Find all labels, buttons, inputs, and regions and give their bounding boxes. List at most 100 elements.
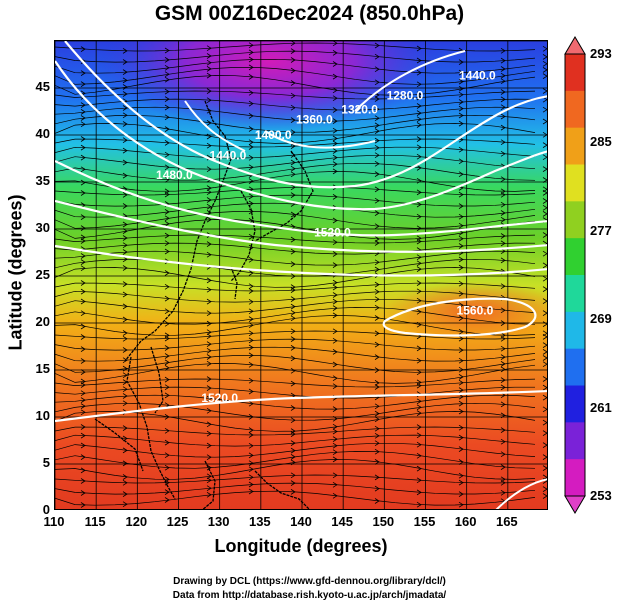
flow-arrow bbox=[248, 139, 254, 146]
flow-arrow bbox=[500, 412, 506, 419]
y-tick-label: 10 bbox=[35, 408, 50, 423]
flow-arrow bbox=[80, 288, 86, 295]
flow-arrow bbox=[416, 254, 422, 261]
flow-arrow bbox=[122, 474, 128, 480]
flow-arrow bbox=[164, 353, 170, 359]
flow-arrow bbox=[122, 357, 128, 364]
flow-arrow bbox=[248, 283, 254, 290]
flow-arrow bbox=[374, 410, 380, 417]
flow-arrow bbox=[542, 442, 547, 448]
flow-arrow bbox=[542, 67, 547, 73]
flow-arrow bbox=[542, 45, 547, 52]
flow-arrow bbox=[458, 59, 464, 65]
flow-arrow bbox=[332, 194, 338, 200]
flow-arrow bbox=[206, 53, 212, 59]
flow-arrow bbox=[164, 308, 170, 315]
flow-arrow bbox=[542, 232, 547, 238]
flow-arrow bbox=[332, 305, 338, 311]
flow-arrow bbox=[374, 128, 380, 134]
flow-arrow bbox=[122, 147, 128, 154]
flow-arrow bbox=[332, 472, 338, 479]
flow-arrow bbox=[416, 288, 422, 295]
credit-drawing: Drawing by DCL (https://www.gfd-dennou.o… bbox=[173, 576, 446, 587]
flow-arrow bbox=[164, 104, 170, 111]
contour-label: 1560.0 bbox=[457, 304, 494, 318]
flow-arrow bbox=[458, 347, 464, 353]
flow-arrow bbox=[374, 341, 380, 348]
flow-arrow bbox=[332, 406, 338, 412]
flow-arrow bbox=[416, 201, 422, 208]
flow-arrow bbox=[206, 376, 212, 382]
flow-arrow bbox=[80, 121, 86, 128]
flow-arrow bbox=[206, 477, 212, 484]
map-plot-area: 1280.0 1320.0 1360.0 1400.0 1440.0 1480.0 1520… bbox=[54, 40, 548, 510]
y-tick-label: 20 bbox=[35, 314, 50, 329]
flow-arrow bbox=[290, 355, 296, 362]
flow-arrow bbox=[122, 48, 128, 54]
flow-arrow bbox=[206, 442, 212, 449]
flow-arrow bbox=[458, 171, 464, 178]
flow-arrow bbox=[542, 154, 547, 161]
flow-arrow bbox=[458, 85, 464, 92]
flow-arrow bbox=[458, 158, 464, 165]
flow-arrow bbox=[500, 366, 506, 373]
flow-arrow bbox=[458, 256, 464, 263]
flow-arrow bbox=[80, 70, 86, 76]
flow-arrow bbox=[248, 270, 254, 276]
flow-arrow bbox=[374, 66, 380, 73]
flow-arrow bbox=[500, 176, 506, 183]
flow-arrow bbox=[332, 239, 338, 246]
flow-arrow bbox=[416, 103, 422, 109]
flow-arrow bbox=[542, 384, 547, 391]
flow-arrow bbox=[122, 203, 128, 209]
flow-arrow bbox=[542, 88, 547, 94]
colorbar-swatch bbox=[565, 90, 585, 129]
flow-arrow bbox=[458, 213, 464, 220]
flow-arrow bbox=[374, 223, 380, 230]
flow-arrow bbox=[290, 80, 296, 86]
flow-arrow bbox=[80, 144, 86, 151]
flow-arrow bbox=[500, 384, 506, 391]
flow-arrow bbox=[122, 159, 128, 166]
flow-arrow bbox=[206, 216, 212, 223]
flow-arrow bbox=[248, 452, 254, 459]
flow-arrow bbox=[542, 262, 547, 269]
flow-arrow bbox=[332, 41, 338, 47]
flow-arrow bbox=[206, 133, 212, 140]
flow-arrow bbox=[332, 217, 338, 224]
flow-arrow bbox=[290, 184, 296, 191]
flow-arrow bbox=[248, 164, 254, 171]
flow-arrow bbox=[164, 439, 170, 446]
flow-arrow bbox=[332, 148, 338, 154]
flow-arrow bbox=[374, 137, 380, 144]
flow-arrow bbox=[500, 307, 506, 314]
colorbar-swatch bbox=[565, 238, 585, 276]
flow-arrow bbox=[164, 71, 170, 78]
flow-arrow bbox=[458, 222, 464, 229]
x-tick-label: 140 bbox=[290, 514, 312, 529]
flow-arrow bbox=[500, 201, 506, 208]
flow-arrow bbox=[500, 210, 506, 216]
flow-arrow bbox=[542, 493, 547, 499]
map-svg: 1280.0 1320.0 1360.0 1400.0 1440.0 1480.0 1520… bbox=[55, 41, 547, 509]
flow-arrow bbox=[164, 140, 170, 146]
flow-arrow bbox=[542, 211, 547, 217]
flow-arrow bbox=[248, 344, 254, 351]
flow-arrow bbox=[80, 334, 86, 340]
flow-arrow bbox=[206, 142, 212, 149]
flow-arrow bbox=[374, 304, 380, 311]
flow-arrow bbox=[332, 456, 338, 463]
flow-arrow bbox=[458, 99, 464, 105]
flow-arrow bbox=[332, 61, 338, 67]
flow-arrow bbox=[458, 459, 464, 465]
flow-arrow bbox=[164, 427, 170, 434]
flow-arrow bbox=[416, 410, 422, 416]
flow-arrow bbox=[122, 59, 128, 65]
flow-arrow bbox=[248, 89, 254, 96]
flow-arrow bbox=[206, 241, 212, 247]
flow-arrow bbox=[458, 366, 464, 373]
flow-arrow bbox=[500, 72, 506, 79]
flow-arrow bbox=[416, 432, 422, 439]
flow-arrow bbox=[122, 316, 128, 323]
flow-arrow bbox=[332, 73, 338, 80]
